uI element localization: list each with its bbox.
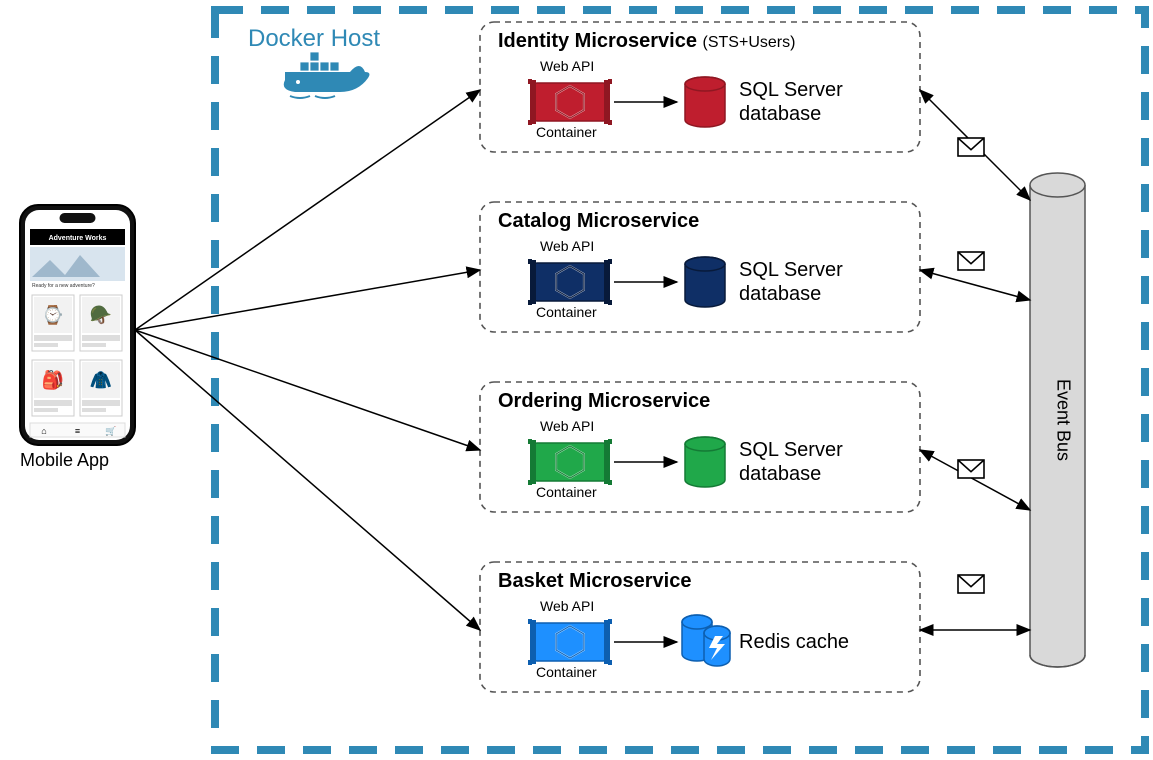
svg-text:🪖: 🪖 [90,304,112,325]
mobile-app-phone: Adventure Works Ready for a new adventure… [20,205,135,445]
service-title-text: Identity Microservice [498,30,697,52]
arrow-app-to-service-0 [135,90,480,330]
mobile-app-label: Mobile App [20,450,109,471]
svg-text:⌚: ⌚ [42,304,64,325]
service-identity-db-label: SQL Server database [739,78,843,126]
service-ordering-api-label: Web API [540,418,594,434]
service-title-text: Catalog Microservice [498,210,699,232]
svg-text:🧥: 🧥 [90,370,112,390]
event-bus: Event Bus [1030,173,1085,667]
service-ordering-db-label: SQL Server database [739,438,843,486]
svg-text:⌂: ⌂ [41,426,46,436]
service-catalog-title: Catalog Microservice [498,210,699,233]
svg-text:≡: ≡ [75,426,80,436]
service-title-text: Basket Microservice [498,570,691,592]
mail-icon [958,575,984,593]
svg-text:Adventure Works: Adventure Works [49,235,107,242]
docker-whale-icon [284,52,370,98]
docker-host-label: Docker Host [248,25,380,53]
svg-text:🎒: 🎒 [42,369,64,391]
service-subtitle-text: (STS+Users) [703,34,796,51]
service-catalog-api-label: Web API [540,238,594,254]
service-basket-api-label: Web API [540,598,594,614]
arrow-service-2-to-bus [920,450,1030,510]
service-identity-title: Identity Microservice (STS+Users) [498,30,795,53]
event-bus-label: Event Bus [1054,379,1074,461]
mail-icon [958,460,984,478]
mail-icon [958,252,984,270]
arrow-service-1-to-bus [920,270,1030,300]
svg-text:Ready for a new adventure?: Ready for a new adventure? [32,283,95,289]
svg-text:🛒: 🛒 [105,425,116,436]
docker-host-border [215,10,1145,750]
service-identity-container-label: Container [536,124,597,140]
service-identity-api-label: Web API [540,58,594,74]
service-ordering-container-label: Container [536,484,597,500]
service-catalog-container-label: Container [536,304,597,320]
service-ordering-title: Ordering Microservice [498,390,710,413]
mail-icon [958,138,984,156]
service-basket-title: Basket Microservice [498,570,691,593]
diagram-canvas: Adventure Works Ready for a new adventure… [0,0,1153,760]
service-basket-container-label: Container [536,664,597,680]
arrow-app-to-service-3 [135,330,480,630]
arrow-app-to-service-2 [135,330,480,450]
service-title-text: Ordering Microservice [498,390,710,412]
arrow-app-to-service-1 [135,270,480,330]
service-basket-db-label: Redis cache [739,630,849,654]
service-catalog-db-label: SQL Server database [739,258,843,306]
